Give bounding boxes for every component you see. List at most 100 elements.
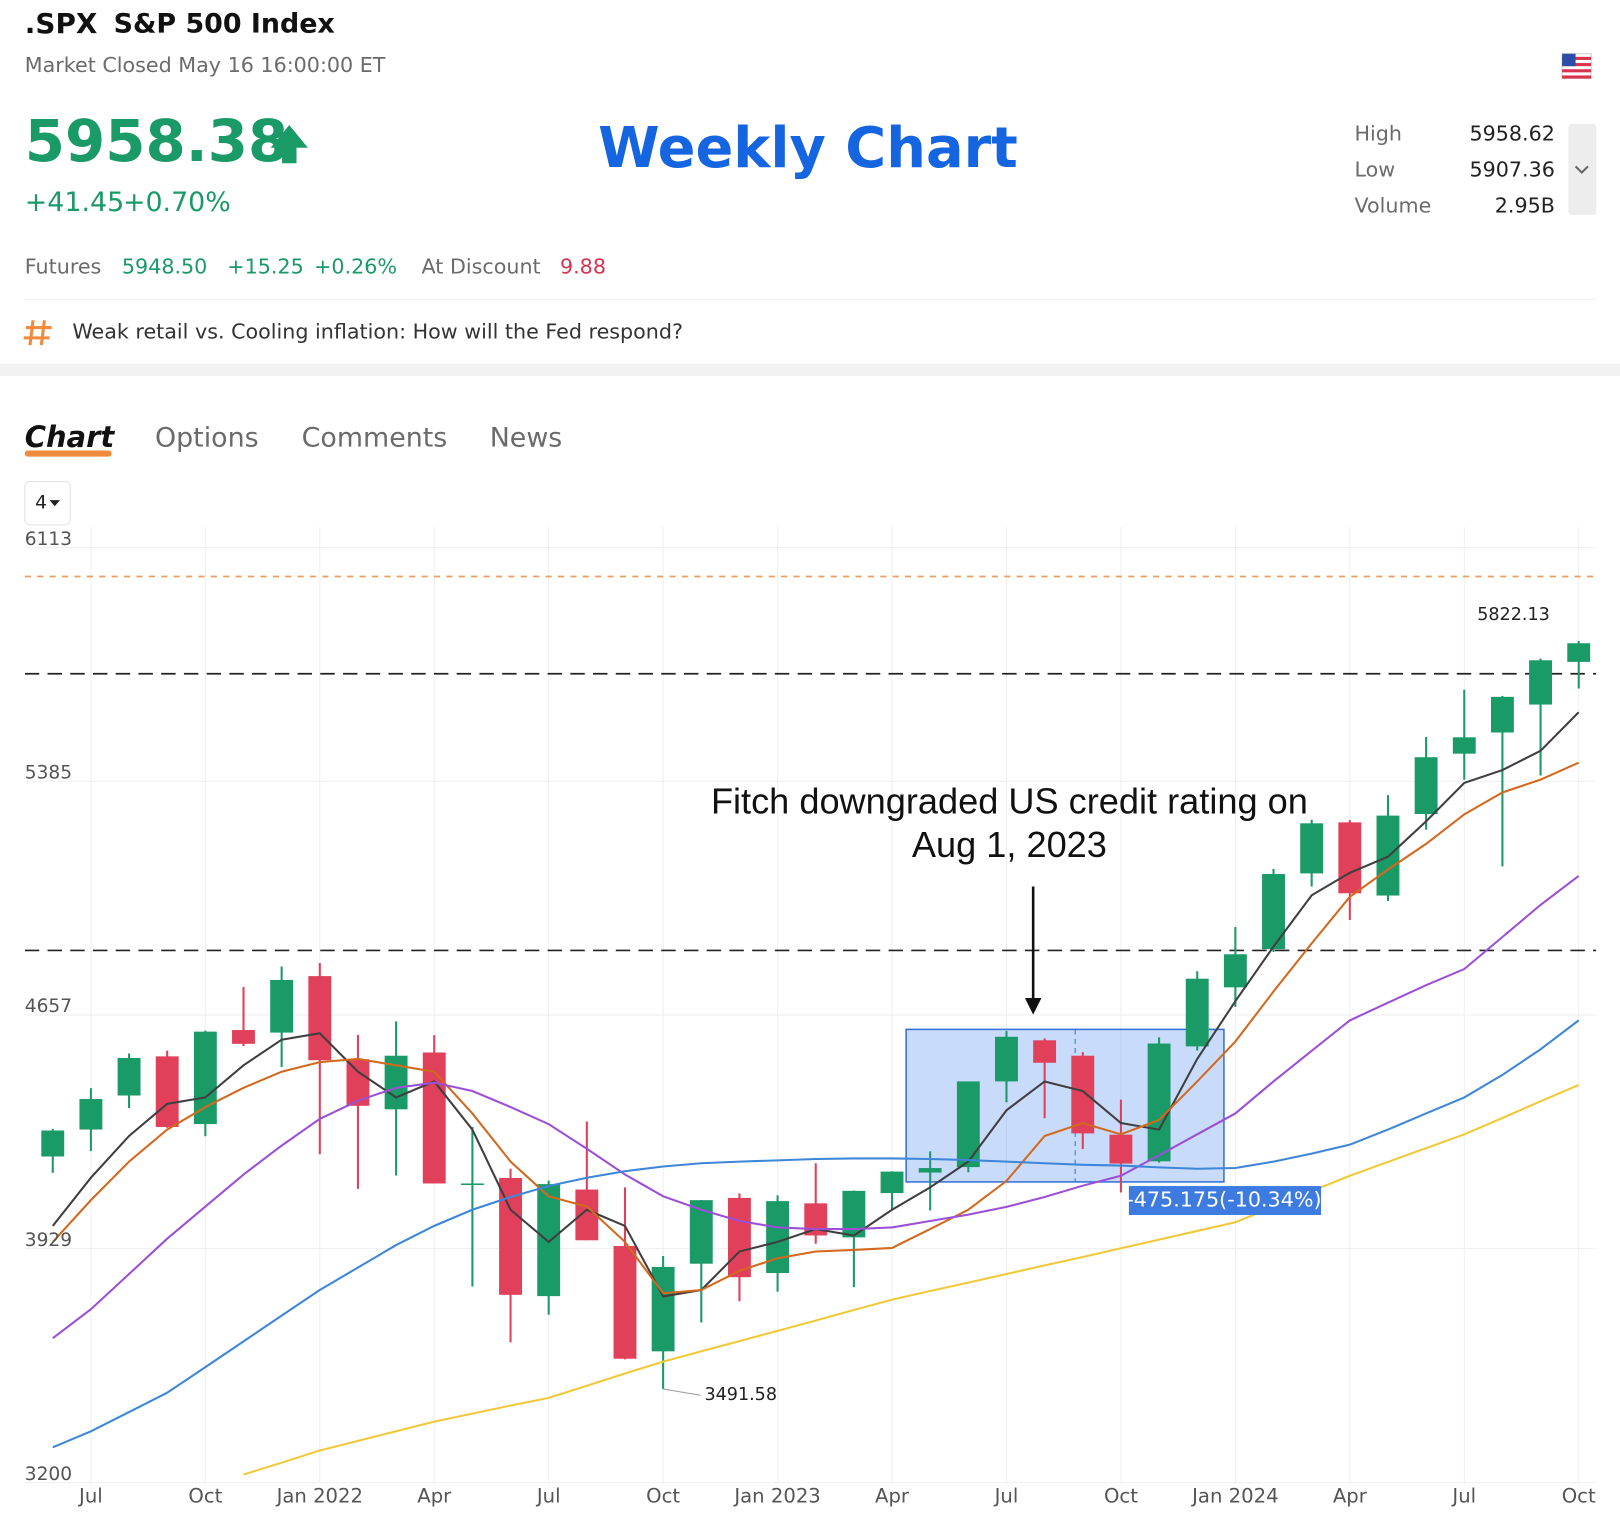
change: +41.45: [25, 187, 124, 218]
discount-value: 9.88: [560, 255, 606, 279]
moving-average-line: [52, 875, 1580, 1340]
low-label: 3491.58: [704, 1385, 777, 1405]
stat-value: 5958.62: [1469, 121, 1554, 145]
candle-body: [41, 1130, 65, 1157]
x-tick-label: Oct: [1562, 1485, 1596, 1508]
candle-body: [1490, 696, 1514, 733]
candle-body: [1185, 978, 1209, 1047]
annotation: Aug 1, 2023: [912, 824, 1107, 865]
candle-body: [1300, 823, 1324, 874]
topic-icon: [23, 320, 52, 346]
x-tick-label: Jul: [993, 1485, 1019, 1508]
candle-body: [1567, 643, 1591, 662]
candle-body: [1414, 757, 1438, 815]
low-leader: [663, 1388, 701, 1396]
expand-button[interactable]: [1568, 124, 1597, 215]
tab[interactable]: News: [490, 423, 563, 454]
tab-active[interactable]: Chart: [25, 420, 116, 454]
change-pct: +0.70%: [123, 187, 231, 218]
y-tick-label: 5385: [25, 763, 72, 784]
annotation: Fitch downgraded US credit rating on: [711, 780, 1308, 821]
candle-body: [651, 1266, 675, 1352]
chart-title: Weekly Chart: [598, 116, 1018, 181]
candle-body: [79, 1099, 103, 1130]
x-tick-label: Jul: [77, 1485, 103, 1508]
x-tick-label: Jul: [1450, 1485, 1476, 1508]
candle-body: [460, 1183, 484, 1186]
x-tick-label: Oct: [1104, 1485, 1138, 1508]
x-tick-label: Oct: [188, 1485, 222, 1508]
stat-label: High: [1354, 121, 1401, 145]
topic[interactable]: Weak retail vs. Cooling inflation: How w…: [72, 320, 683, 344]
candle-body: [689, 1200, 713, 1264]
moving-average-line: [243, 1084, 1580, 1476]
candle-body: [193, 1031, 217, 1125]
futures-label: Futures: [25, 255, 102, 279]
candle-body: [1109, 1134, 1133, 1164]
candle-body: [575, 1189, 599, 1241]
candle-body: [956, 1081, 980, 1168]
candle-body: [880, 1171, 904, 1194]
up-arrow: [270, 125, 308, 164]
price: 5958.38: [25, 107, 288, 175]
stat-value: 5907.36: [1469, 157, 1554, 181]
y-tick-label: 4657: [25, 996, 72, 1017]
chart-overlay: 3200 3929 4657 5385 6113 Jul Oct Jan 2022 Apr Jul…: [25, 529, 1596, 1508]
period-value[interactable]: 4: [35, 493, 47, 514]
candle-body: [918, 1168, 942, 1173]
annotation-arrowhead: [1024, 998, 1042, 1015]
candle-body: [346, 1059, 370, 1106]
candle-body: [1262, 874, 1285, 950]
candle-body: [804, 1203, 828, 1236]
stat-label: Volume: [1354, 194, 1431, 218]
candle-body: [537, 1184, 561, 1297]
period-selector[interactable]: 4: [24, 480, 71, 526]
candle-body: [1033, 1040, 1057, 1063]
candle-body: [613, 1246, 637, 1359]
candle-body: [842, 1190, 866, 1238]
y-tick-label: 3929: [25, 1230, 72, 1251]
section-separator: [0, 363, 1620, 377]
candle-body: [727, 1197, 751, 1278]
y-tick-label: 3200: [25, 1464, 72, 1485]
candle-body: [1071, 1055, 1095, 1134]
tab[interactable]: Comments: [302, 423, 448, 454]
candle-body: [155, 1056, 179, 1127]
stat-label: Low: [1354, 157, 1395, 181]
candle-body: [308, 976, 332, 1061]
x-tick-label: Jan 2023: [732, 1485, 820, 1508]
candle-body: [1223, 954, 1247, 988]
y-tick-label: 6113: [25, 529, 72, 550]
candle-body: [1338, 822, 1362, 894]
stat-value: 2.95B: [1495, 194, 1555, 218]
futures-change: +15.25: [227, 255, 303, 279]
symbol: .SPX: [25, 7, 98, 40]
futures-change-pct: +0.26%: [314, 255, 397, 279]
index-name: S&P 500 Index: [114, 8, 335, 39]
plot-area: [24, 526, 1597, 1484]
tab-underline: [24, 450, 112, 457]
candle-body: [117, 1057, 141, 1096]
moving-average-line: [52, 761, 1580, 1295]
range-label-bg: [1128, 1186, 1322, 1215]
x-tick-label: Jan 2022: [275, 1485, 363, 1508]
candle-body: [995, 1036, 1018, 1082]
flag-icon: [1561, 53, 1592, 80]
range-label: -475.175(-10.34%): [1126, 1188, 1321, 1212]
candle-body: [766, 1201, 790, 1274]
candle-body: [1529, 660, 1553, 705]
x-tick-label: Jan 2024: [1190, 1485, 1278, 1508]
candle-body: [1452, 737, 1476, 754]
candle-body: [1147, 1043, 1171, 1162]
x-tick-label: Oct: [646, 1485, 680, 1508]
x-tick-label: Apr: [875, 1485, 910, 1508]
high-label: 5822.13: [1477, 605, 1550, 625]
candle-body: [499, 1178, 522, 1295]
candle-body: [422, 1052, 446, 1184]
moving-average-line: [52, 1019, 1580, 1449]
candle-body: [232, 1030, 255, 1044]
tab[interactable]: Options: [155, 423, 259, 454]
discount-label: At Discount: [422, 255, 541, 279]
